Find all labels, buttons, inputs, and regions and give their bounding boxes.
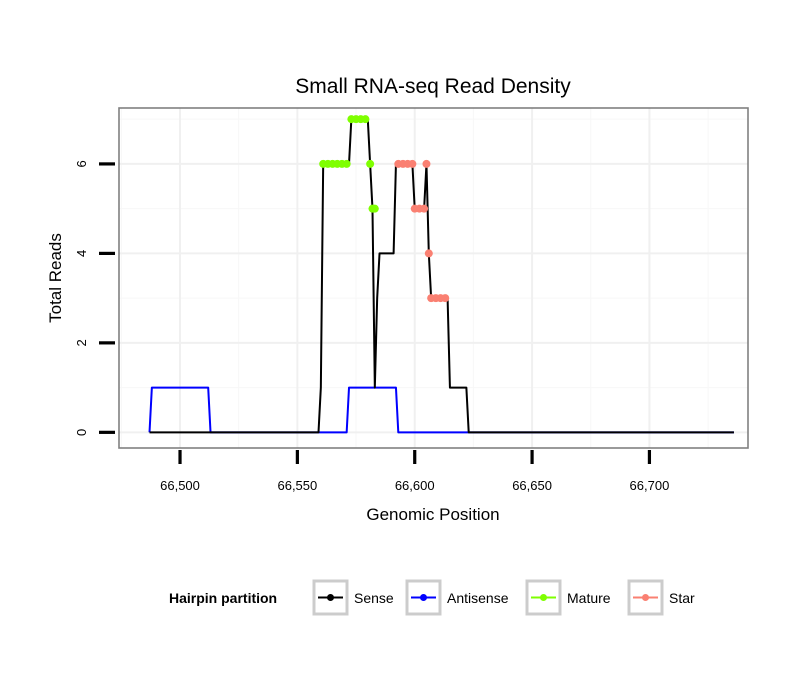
legend: Hairpin partition Sense Antisense Mature St…: [169, 579, 695, 616]
y-axis-label: Total Reads: [46, 233, 65, 323]
series-line-antisense: [148, 386, 734, 434]
axes: 66,500 66,550 66,600 66,650 66,700 0 2 4 6: [74, 160, 669, 493]
legend-item-mature: Mature: [525, 579, 611, 616]
legend-item-antisense: Antisense: [405, 579, 509, 616]
y-tick-label: 4: [74, 250, 89, 257]
legend-label: Sense: [354, 590, 394, 606]
x-tick-label: 66,700: [630, 478, 670, 493]
data-point-star: [420, 204, 429, 213]
legend-entries: Sense Antisense Mature Star: [312, 579, 695, 616]
series-layer: [148, 115, 734, 434]
legend-label: Star: [669, 590, 695, 606]
legend-label: Antisense: [447, 590, 509, 606]
x-tick-label: 66,600: [395, 478, 435, 493]
x-tick-label: 66,500: [160, 478, 200, 493]
x-tick-label: 66,550: [277, 478, 317, 493]
data-point-star: [422, 159, 431, 168]
data-point-star: [424, 249, 433, 258]
data-point-mature: [370, 204, 379, 213]
data-point-star: [408, 159, 417, 168]
y-tick-label: 2: [74, 339, 89, 346]
legend-label: Mature: [567, 590, 611, 606]
legend-item-sense: Sense: [312, 579, 394, 616]
chart-title: Small RNA-seq Read Density: [295, 75, 571, 98]
legend-item-star: Star: [627, 579, 695, 616]
data-point-mature: [342, 159, 351, 168]
x-axis-label: Genomic Position: [366, 505, 499, 524]
legend-title: Hairpin partition: [169, 590, 277, 606]
legend-key-point: [420, 594, 427, 601]
plot-panel-border: [118, 107, 749, 449]
series-line-sense: [149, 118, 734, 434]
legend-key-point: [642, 594, 649, 601]
grid: [119, 108, 748, 448]
y-tick-label: 0: [74, 429, 89, 436]
y-tick-label: 6: [74, 160, 89, 167]
legend-key-point: [540, 594, 547, 601]
x-tick-label: 66,650: [512, 478, 552, 493]
data-point-star: [441, 294, 450, 303]
data-point-mature: [361, 115, 370, 124]
data-point-mature: [366, 159, 375, 168]
legend-key-point: [327, 594, 334, 601]
